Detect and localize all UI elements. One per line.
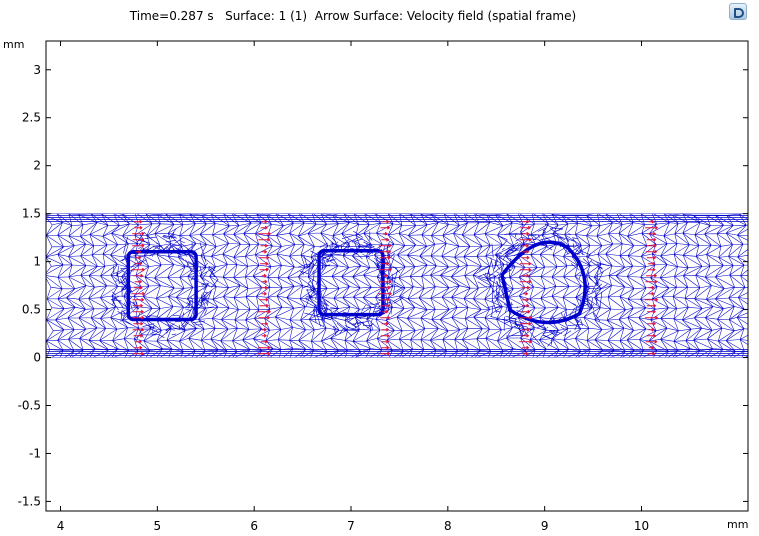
y-tick-label: 1 [33,255,41,269]
x-tick-label: 4 [57,519,65,533]
y-tick-label: 2.5 [22,111,41,125]
arrow-column-1 [131,219,146,356]
obstacle-3 [477,221,609,347]
y-tick-label: -1.5 [18,494,41,508]
arrow-column-3 [378,219,393,356]
arrow-column-4 [519,219,533,356]
obstacle-1 [110,228,219,340]
y-axis-unit: mm [3,38,25,51]
x-axis-unit: mm [727,518,749,531]
x-tick-label: 8 [444,519,452,533]
x-tick-label: 10 [634,519,649,533]
arrow-column-2 [257,219,272,356]
x-tick-label: 9 [541,519,549,533]
y-tick-label: 2 [33,159,41,173]
axis-ticks: 3 2.5 2 1.5 1 0.5 0 -0.5 -1 -1.5 4 5 6 7 8 9 10 [18,41,748,533]
x-tick-label: 7 [347,519,355,533]
plot-title: Time=0.287 s Surface: 1 (1) Arrow Surfac… [129,9,577,23]
y-tick-label: -1 [29,446,41,460]
y-tick-label: -0.5 [18,398,41,412]
arrow-column-5 [644,219,659,356]
comsol-logo-icon[interactable] [729,3,747,20]
y-tick-label: 1.5 [22,207,41,221]
y-tick-label: 0.5 [22,303,41,317]
obstacle-2 [297,230,404,337]
x-tick-label: 6 [250,519,258,533]
mesh-layer [46,213,748,358]
y-tick-label: 0 [33,351,41,365]
plot-frame [45,40,749,512]
plot-area-border [45,40,749,512]
velocity-arrows [131,219,659,356]
x-tick-label: 5 [154,519,162,533]
y-tick-label: 3 [33,63,41,77]
